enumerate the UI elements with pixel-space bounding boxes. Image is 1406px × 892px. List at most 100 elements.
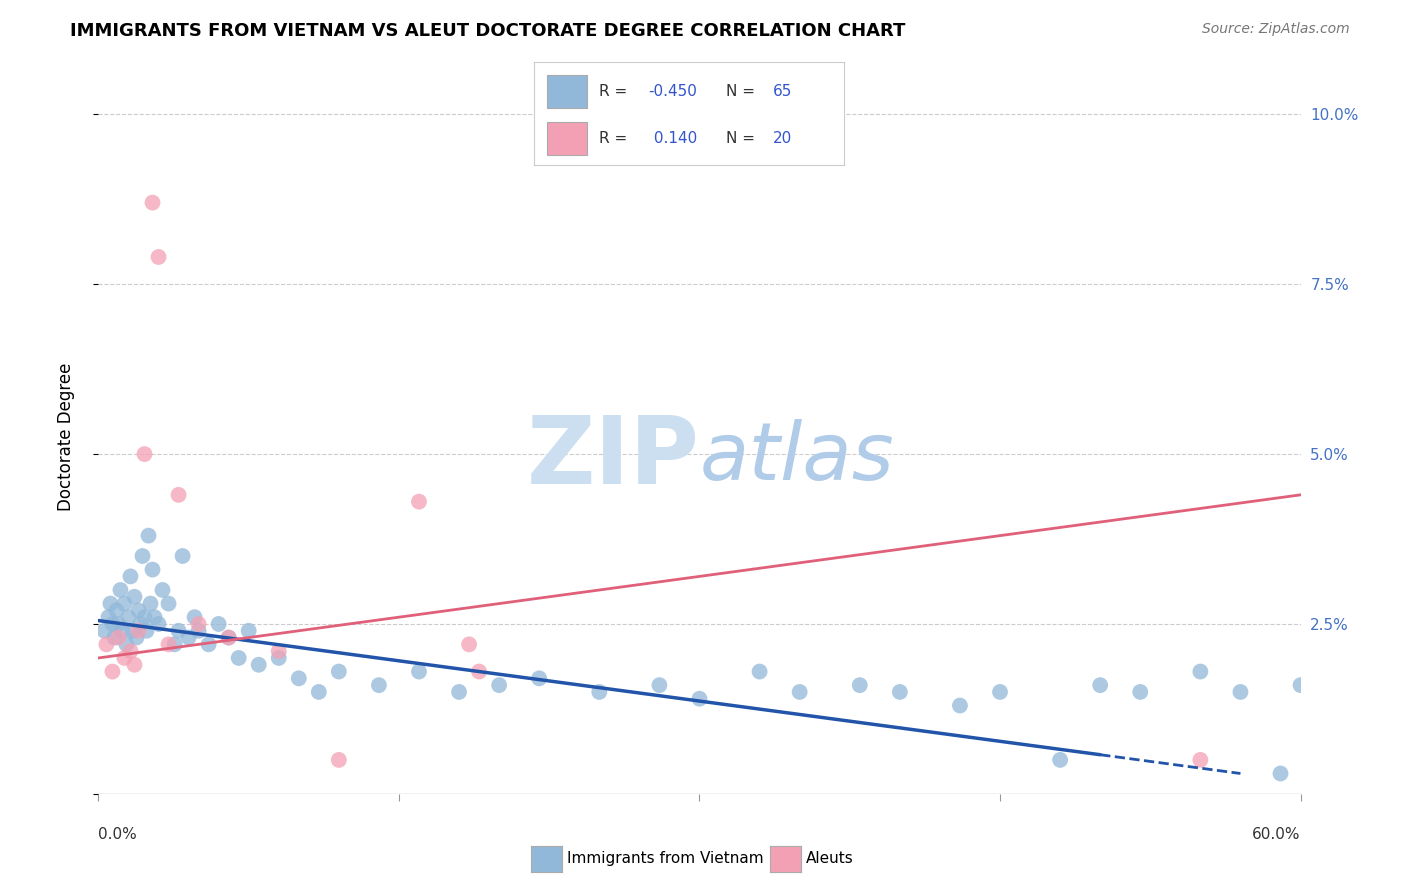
Point <box>197 637 219 651</box>
Point <box>134 447 156 461</box>
Point <box>1129 685 1152 699</box>
Point <box>1229 685 1251 699</box>
Point <box>121 624 143 638</box>
Point <box>1049 753 1071 767</box>
Point <box>183 610 205 624</box>
Point <box>218 631 240 645</box>
Point <box>458 637 481 651</box>
Point <box>131 549 153 563</box>
Text: 65: 65 <box>772 84 792 99</box>
Point <box>408 665 430 679</box>
Point <box>115 637 138 651</box>
Point <box>1189 665 1212 679</box>
Point <box>139 597 162 611</box>
Point <box>529 671 551 685</box>
Point <box>125 631 148 645</box>
Point <box>124 657 146 672</box>
Point <box>1270 766 1292 780</box>
Point <box>588 685 610 699</box>
Point <box>267 651 290 665</box>
Text: N =: N = <box>725 131 755 146</box>
Point <box>488 678 510 692</box>
Point <box>267 644 290 658</box>
Text: 0.140: 0.140 <box>648 131 697 146</box>
Point <box>748 665 770 679</box>
Point <box>128 603 150 617</box>
Text: atlas: atlas <box>700 419 894 498</box>
Text: -0.450: -0.450 <box>648 84 697 99</box>
Point <box>141 195 163 210</box>
Point <box>408 494 430 508</box>
Point <box>172 549 194 563</box>
Point <box>103 631 125 645</box>
Point <box>148 250 170 264</box>
Text: N =: N = <box>725 84 755 99</box>
Y-axis label: Doctorate Degree: Doctorate Degree <box>56 363 75 511</box>
Point <box>328 665 350 679</box>
Point <box>100 597 122 611</box>
Text: 20: 20 <box>772 131 792 146</box>
Point <box>157 637 180 651</box>
Point <box>105 603 128 617</box>
Point <box>107 631 129 645</box>
Point <box>141 563 163 577</box>
Point <box>1088 678 1111 692</box>
Point <box>111 624 134 638</box>
Text: IMMIGRANTS FROM VIETNAM VS ALEUT DOCTORATE DEGREE CORRELATION CHART: IMMIGRANTS FROM VIETNAM VS ALEUT DOCTORA… <box>70 22 905 40</box>
Point <box>152 582 174 597</box>
Point <box>120 644 142 658</box>
Point <box>120 569 142 583</box>
Point <box>143 610 166 624</box>
Point <box>114 651 136 665</box>
Point <box>308 685 330 699</box>
Text: R =: R = <box>599 84 627 99</box>
Point <box>849 678 872 692</box>
Text: 0.0%: 0.0% <box>98 827 138 841</box>
Text: Immigrants from Vietnam: Immigrants from Vietnam <box>567 852 763 866</box>
Point <box>110 582 132 597</box>
Point <box>148 617 170 632</box>
Point <box>93 624 115 638</box>
Point <box>187 617 209 632</box>
Point <box>97 610 120 624</box>
Point <box>177 631 200 645</box>
Point <box>288 671 311 685</box>
Point <box>135 624 157 638</box>
Point <box>689 691 711 706</box>
Point <box>208 617 231 632</box>
Point <box>238 624 260 638</box>
Point <box>218 631 240 645</box>
Point <box>157 597 180 611</box>
Point <box>167 624 190 638</box>
Text: Aleuts: Aleuts <box>806 852 853 866</box>
Point <box>101 665 124 679</box>
Point <box>447 685 470 699</box>
Point <box>1189 753 1212 767</box>
Point <box>889 685 911 699</box>
Point <box>101 617 124 632</box>
Point <box>107 617 129 632</box>
Point <box>228 651 250 665</box>
Text: R =: R = <box>599 131 627 146</box>
Point <box>128 624 150 638</box>
Point <box>949 698 972 713</box>
Point <box>328 753 350 767</box>
Point <box>1289 678 1312 692</box>
Point <box>648 678 671 692</box>
FancyBboxPatch shape <box>547 122 586 155</box>
Point <box>988 685 1011 699</box>
Point <box>129 617 152 632</box>
FancyBboxPatch shape <box>547 75 586 108</box>
Point <box>187 624 209 638</box>
Point <box>163 637 186 651</box>
Text: Source: ZipAtlas.com: Source: ZipAtlas.com <box>1202 22 1350 37</box>
Point <box>167 488 190 502</box>
Point <box>114 597 136 611</box>
Point <box>468 665 491 679</box>
Point <box>247 657 270 672</box>
Point <box>789 685 811 699</box>
Point <box>134 610 156 624</box>
Point <box>124 590 146 604</box>
Point <box>138 528 160 542</box>
Point <box>368 678 391 692</box>
